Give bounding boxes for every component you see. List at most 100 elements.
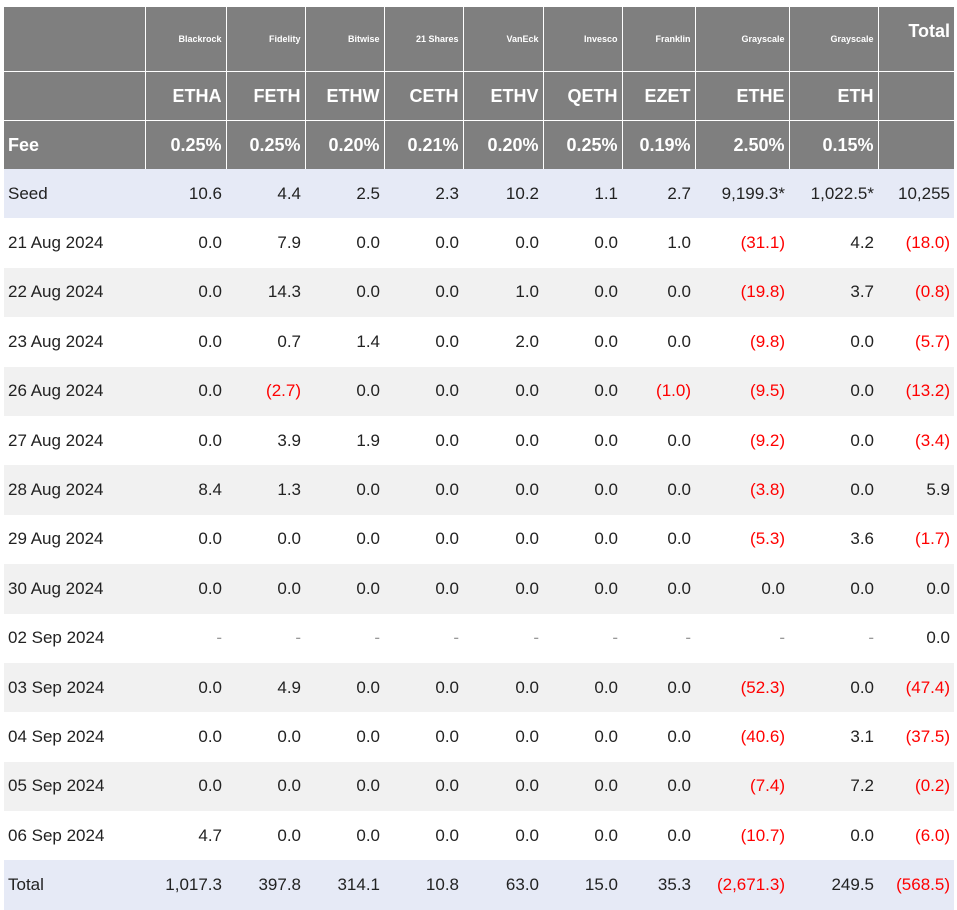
- flow-cell: 0.0: [145, 218, 226, 268]
- flow-cell: 2.3: [384, 169, 463, 219]
- flow-cell: 0.0: [305, 218, 384, 268]
- seed-row: Seed 10.6 4.4 2.5 2.3 10.2 1.1 2.7 9,199.3* 1,022…: [4, 169, 954, 219]
- fee-value: 0.25%: [145, 120, 227, 169]
- table-row: 03 Sep 2024 0.0 4.9 0.0 0.0 0.0 0.0 0.0 (52.3) 0.…: [4, 662, 954, 713]
- table-row: 27 Aug 2024 0.0 3.9 1.9 0.0 0.0 0.0 0.0 (9.2) 0.0…: [4, 415, 954, 466]
- flow-cell: 0.0: [695, 564, 789, 614]
- flow-cell: 0.0: [463, 366, 543, 416]
- flow-cell: 0.0: [384, 811, 463, 861]
- flow-cell: 2.5: [305, 169, 384, 219]
- flow-cell: (1.0): [622, 366, 695, 416]
- flow-cell: 4.4: [226, 169, 305, 219]
- flow-cell: 0.0: [305, 267, 384, 318]
- flow-cell: 63.0: [463, 860, 543, 910]
- eth-etf-flows-table: Blackrock Fidelity Bitwise 21 Shares Van…: [4, 7, 954, 910]
- flow-cell: 0.0: [463, 564, 543, 614]
- flow-cell: 0.0: [789, 366, 878, 416]
- flow-cell: -: [463, 613, 543, 663]
- flow-cell: 35.3: [622, 860, 695, 910]
- table-row: 21 Aug 2024 0.0 7.9 0.0 0.0 0.0 0.0 1.0 (31.1) 4.…: [4, 218, 954, 268]
- row-label: 06 Sep 2024: [4, 811, 145, 861]
- flow-cell: 0.0: [622, 712, 695, 762]
- flow-cell: 0.0: [789, 662, 878, 713]
- table-row: 29 Aug 2024 0.0 0.0 0.0 0.0 0.0 0.0 0.0 (5.3) 3.6…: [4, 514, 954, 565]
- row-total-cell: (18.0): [878, 218, 954, 268]
- flow-cell: 0.0: [543, 218, 622, 268]
- flow-cell: 3.6: [789, 514, 878, 565]
- header-blank-cell: [878, 120, 954, 169]
- flow-cell: 0.0: [145, 415, 226, 466]
- flow-cell: -: [145, 613, 226, 663]
- ticker-header: ETHV: [463, 71, 544, 121]
- flow-cell: 0.0: [305, 761, 384, 812]
- row-label: 23 Aug 2024: [4, 317, 145, 367]
- flow-cell: 0.0: [622, 662, 695, 713]
- fee-value: 0.20%: [463, 120, 544, 169]
- flow-cell: (10.7): [695, 811, 789, 861]
- flow-cell: 0.0: [384, 267, 463, 318]
- row-total-cell: (37.5): [878, 712, 954, 762]
- flow-cell: 0.0: [305, 712, 384, 762]
- ticker-header: QETH: [543, 71, 623, 121]
- table-row: 06 Sep 2024 4.7 0.0 0.0 0.0 0.0 0.0 0.0 (10.7) 0.…: [4, 811, 954, 861]
- flow-cell: 0.0: [145, 662, 226, 713]
- flow-cell: 0.0: [384, 218, 463, 268]
- table-row: 05 Sep 2024 0.0 0.0 0.0 0.0 0.0 0.0 0.0 (7.4) 7.2…: [4, 761, 954, 812]
- flow-cell: 0.0: [384, 415, 463, 466]
- flow-cell: 1,022.5*: [789, 169, 878, 219]
- row-total-cell: (6.0): [878, 811, 954, 861]
- flow-cell: 0.0: [384, 564, 463, 614]
- issuer-header: Fidelity: [226, 7, 306, 72]
- table-row: 23 Aug 2024 0.0 0.7 1.4 0.0 2.0 0.0 0.0 (9.8) 0.0…: [4, 317, 954, 367]
- flow-cell: 7.2: [789, 761, 878, 812]
- issuer-header: Grayscale: [789, 7, 879, 72]
- flow-cell: 249.5: [789, 860, 878, 910]
- row-total-cell: (13.2): [878, 366, 954, 416]
- row-label: 22 Aug 2024: [4, 267, 145, 318]
- flow-cell: 4.9: [226, 662, 305, 713]
- flow-cell: -: [622, 613, 695, 663]
- flow-cell: 0.0: [622, 317, 695, 367]
- fee-value: 0.19%: [622, 120, 696, 169]
- row-total-cell: 5.9: [878, 465, 954, 515]
- flow-cell: 1.0: [622, 218, 695, 268]
- row-label: 26 Aug 2024: [4, 366, 145, 416]
- flow-cell: 0.0: [384, 712, 463, 762]
- flow-cell: 0.0: [226, 564, 305, 614]
- flow-cell: 14.3: [226, 267, 305, 318]
- flow-cell: (9.8): [695, 317, 789, 367]
- row-total-cell: (1.7): [878, 514, 954, 565]
- row-label: 28 Aug 2024: [4, 465, 145, 515]
- flow-cell: 0.0: [789, 465, 878, 515]
- total-column-header: Total: [878, 7, 954, 72]
- flow-cell: 0.0: [543, 564, 622, 614]
- flow-cell: 10.6: [145, 169, 226, 219]
- row-label: Total: [4, 860, 145, 910]
- ticker-header: CETH: [384, 71, 464, 121]
- flow-cell: 0.0: [145, 366, 226, 416]
- flow-cell: 9,199.3*: [695, 169, 789, 219]
- fee-value: 2.50%: [695, 120, 790, 169]
- table-header: Blackrock Fidelity Bitwise 21 Shares Van…: [4, 7, 954, 169]
- flow-cell: 0.0: [543, 317, 622, 367]
- flow-cell: 1,017.3: [145, 860, 226, 910]
- flow-cell: -: [543, 613, 622, 663]
- flow-cell: 0.0: [145, 712, 226, 762]
- flow-cell: 0.0: [543, 465, 622, 515]
- flow-cell: (52.3): [695, 662, 789, 713]
- issuer-header: VanEck: [463, 7, 544, 72]
- row-label: 03 Sep 2024: [4, 662, 145, 713]
- issuer-header: Invesco: [543, 7, 623, 72]
- flow-cell: 0.0: [543, 415, 622, 466]
- row-total-cell: (0.2): [878, 761, 954, 812]
- flow-cell: 0.0: [463, 811, 543, 861]
- flow-cell: 10.8: [384, 860, 463, 910]
- flow-cell: 10.2: [463, 169, 543, 219]
- ticker-header: ETHE: [695, 71, 790, 121]
- fee-label: Fee: [4, 120, 146, 169]
- flow-cell: 15.0: [543, 860, 622, 910]
- flow-cell: -: [695, 613, 789, 663]
- row-total-cell: (5.7): [878, 317, 954, 367]
- header-blank-cell: [4, 7, 146, 72]
- header-blank-cell: [878, 71, 954, 121]
